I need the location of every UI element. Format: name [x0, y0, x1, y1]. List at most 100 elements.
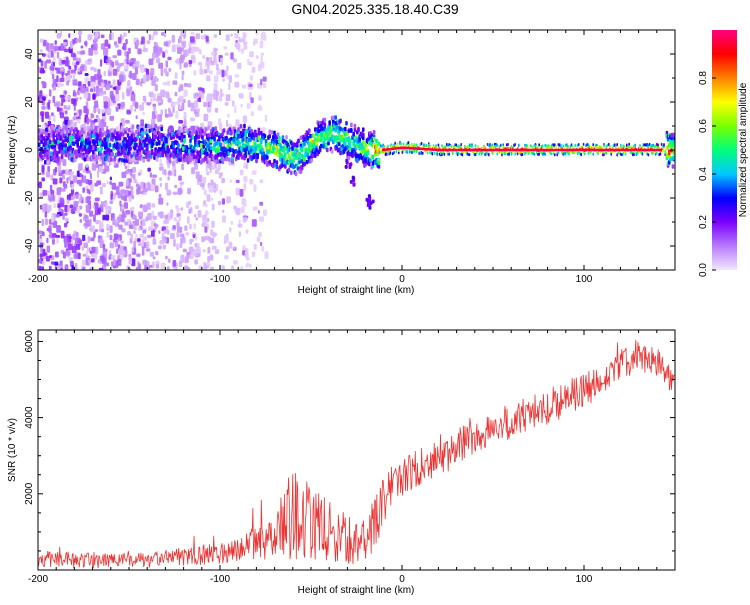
scatter-cell — [168, 107, 171, 113]
scatter-cell — [43, 252, 48, 256]
ridge-cell — [362, 145, 365, 150]
ridge-cell — [158, 140, 161, 145]
ridge-cell — [63, 125, 66, 131]
scatter-cell — [85, 204, 91, 213]
scatter-cell — [60, 230, 65, 239]
scatter-cell — [125, 64, 129, 70]
ridge-cell — [664, 150, 666, 154]
scatter-cell — [122, 43, 127, 51]
scatter-cell — [63, 76, 68, 82]
ridge-cell — [96, 133, 100, 139]
ridge-cell — [576, 146, 579, 150]
scatter-cell — [98, 117, 101, 124]
ridge-cell — [524, 146, 526, 150]
scatter-cell — [234, 81, 240, 88]
ridge-cell — [252, 136, 256, 141]
scatter-cell — [73, 206, 76, 212]
ridge-cell — [461, 153, 464, 157]
ridge-cell — [341, 143, 345, 149]
scatter-cell — [229, 179, 232, 183]
scatter-cell — [113, 192, 116, 200]
ridge-cell — [116, 126, 119, 131]
scatter-cell — [211, 165, 216, 170]
scatter-cell — [122, 249, 126, 256]
colorbar-tick-label: 0.0 — [698, 263, 709, 277]
scatter-cell — [94, 118, 98, 123]
scatter-cell — [207, 121, 213, 127]
ridge-cell — [323, 117, 327, 123]
scatter-cell — [197, 210, 202, 218]
scatter-cell — [162, 82, 168, 86]
ridge-cell — [420, 141, 423, 146]
scatter-cell — [64, 48, 69, 53]
ridge-cell — [208, 160, 211, 166]
scatter-cell — [133, 178, 137, 184]
scatter-cell — [175, 110, 179, 119]
scatter-cell — [59, 94, 65, 98]
scatter-cell — [90, 253, 94, 258]
ridge-cell — [113, 130, 117, 135]
scatter-cell — [151, 210, 155, 218]
ridge-cell — [62, 139, 65, 144]
scatter-cell — [218, 68, 222, 75]
ridge-cell — [474, 144, 477, 148]
scatter-cell — [77, 89, 80, 96]
scatter-cell — [109, 84, 113, 88]
scatter-cell — [206, 105, 212, 113]
ridge-cell — [429, 145, 431, 149]
scatter-cell — [60, 102, 64, 107]
scatter-cell — [162, 167, 165, 175]
ridge-cell — [243, 123, 246, 129]
ridge-cell — [192, 146, 196, 151]
ridge-cell — [566, 145, 568, 149]
scatter-cell — [61, 188, 66, 192]
ridge-cell — [441, 153, 443, 157]
ridge-cell — [111, 127, 114, 133]
ridge-cell — [662, 144, 664, 148]
scatter-cell — [57, 80, 61, 88]
ridge-cell — [372, 136, 376, 142]
ridge-cell — [450, 144, 453, 148]
scatter-cell — [98, 235, 101, 239]
ridge-cell — [435, 145, 437, 149]
scatter-cell — [89, 172, 92, 180]
scatter-cell — [262, 76, 267, 82]
scatter-cell — [46, 171, 51, 178]
scatter-cell — [221, 177, 225, 184]
ridge-cell — [616, 143, 618, 147]
scatter-cell — [41, 177, 45, 182]
scatter-cell — [166, 189, 171, 194]
scatter-cell — [208, 246, 211, 254]
ridge-cell — [300, 148, 304, 153]
scatter-cell — [169, 214, 173, 220]
scatter-cell — [252, 206, 258, 211]
scatter-cell — [251, 66, 256, 73]
ridge-cell — [572, 145, 574, 149]
scatter-cell — [160, 89, 165, 98]
clutter-cell — [352, 182, 356, 187]
scatter-cell — [47, 165, 50, 173]
scatter-cell — [74, 237, 78, 245]
ridge-cell — [317, 128, 321, 134]
ridge-cell — [42, 124, 46, 130]
ridge-cell — [171, 126, 174, 132]
scatter-cell — [149, 172, 153, 178]
scatter-cell — [39, 242, 43, 249]
scatter-cell — [46, 237, 49, 244]
ridge-cell — [87, 156, 90, 161]
scatter-cell — [203, 266, 207, 270]
scatter-cell — [109, 176, 112, 181]
ridge-cell — [624, 150, 627, 154]
scatter-cell — [100, 34, 105, 39]
scatter-cell — [244, 251, 249, 258]
scatter-cell — [90, 66, 94, 71]
ridge-cell — [634, 143, 636, 147]
scatter-cell — [121, 228, 126, 233]
ridge-cell — [550, 152, 552, 156]
ridge-cell — [431, 152, 434, 156]
scatter-cell — [167, 56, 172, 61]
scatter-cell — [140, 220, 143, 226]
scatter-cell — [254, 38, 258, 45]
ridge-cell — [69, 138, 72, 143]
ridge-cell — [518, 143, 520, 147]
